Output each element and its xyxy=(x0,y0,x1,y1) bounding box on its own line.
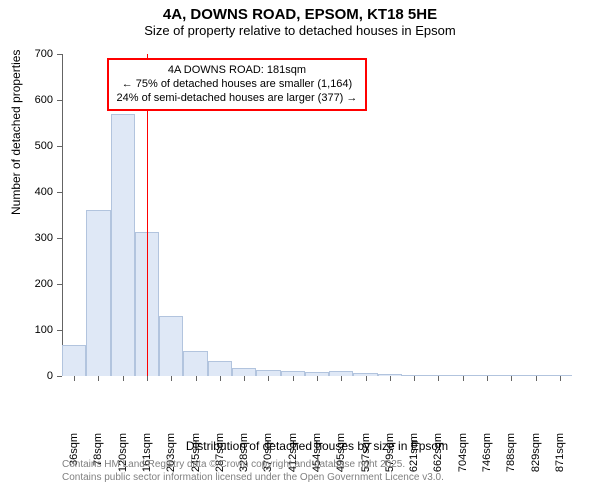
y-tick xyxy=(57,192,62,193)
x-tick xyxy=(293,376,294,381)
y-tick xyxy=(57,330,62,331)
y-axis-line xyxy=(62,54,63,376)
x-tick xyxy=(244,376,245,381)
y-tick-label: 400 xyxy=(23,186,53,198)
histogram-bar xyxy=(159,316,183,376)
annotation-line2: ← 75% of detached houses are smaller (1,… xyxy=(117,78,358,92)
x-tick xyxy=(196,376,197,381)
annotation-line1: 4A DOWNS ROAD: 181sqm xyxy=(117,64,358,78)
footer-line1: Contains HM Land Registry data © Crown c… xyxy=(62,459,444,472)
x-tick xyxy=(147,376,148,381)
y-tick xyxy=(57,284,62,285)
histogram-bar xyxy=(183,351,207,376)
y-tick-label: 500 xyxy=(23,140,53,152)
chart-title-line1: 4A, DOWNS ROAD, EPSOM, KT18 5HE xyxy=(0,0,600,23)
x-tick xyxy=(123,376,124,381)
histogram-bar xyxy=(208,361,232,376)
y-tick-label: 100 xyxy=(23,324,53,336)
footer-line2: Contains public sector information licen… xyxy=(62,472,444,485)
x-tick xyxy=(536,376,537,381)
x-tick xyxy=(341,376,342,381)
annotation-box: 4A DOWNS ROAD: 181sqm← 75% of detached h… xyxy=(107,58,368,111)
x-tick xyxy=(463,376,464,381)
chart-title-line2: Size of property relative to detached ho… xyxy=(0,23,600,38)
x-tick xyxy=(487,376,488,381)
x-tick xyxy=(171,376,172,381)
y-tick-label: 200 xyxy=(23,278,53,290)
x-tick xyxy=(560,376,561,381)
x-tick xyxy=(74,376,75,381)
y-tick xyxy=(57,100,62,101)
x-tick xyxy=(366,376,367,381)
x-tick xyxy=(317,376,318,381)
histogram-bar xyxy=(111,114,135,376)
x-tick xyxy=(390,376,391,381)
x-tick xyxy=(220,376,221,381)
y-tick xyxy=(57,54,62,55)
y-tick xyxy=(57,376,62,377)
y-tick-label: 700 xyxy=(23,48,53,60)
annotation-line3: 24% of semi-detached houses are larger (… xyxy=(117,92,358,106)
histogram-bar xyxy=(86,210,110,376)
x-tick xyxy=(438,376,439,381)
x-axis-label: Distribution of detached houses by size … xyxy=(62,439,572,453)
y-tick xyxy=(57,238,62,239)
x-tick xyxy=(511,376,512,381)
footer-attribution: Contains HM Land Registry data © Crown c… xyxy=(62,459,444,484)
x-tick xyxy=(268,376,269,381)
y-tick-label: 0 xyxy=(23,370,53,382)
y-tick xyxy=(57,146,62,147)
histogram-bar xyxy=(232,368,256,376)
histogram-bar xyxy=(62,345,86,376)
plot-area: 010020030040050060070036sqm78sqm120sqm16… xyxy=(62,54,572,376)
y-tick-label: 300 xyxy=(23,232,53,244)
x-tick xyxy=(414,376,415,381)
y-tick-label: 600 xyxy=(23,94,53,106)
x-tick xyxy=(98,376,99,381)
